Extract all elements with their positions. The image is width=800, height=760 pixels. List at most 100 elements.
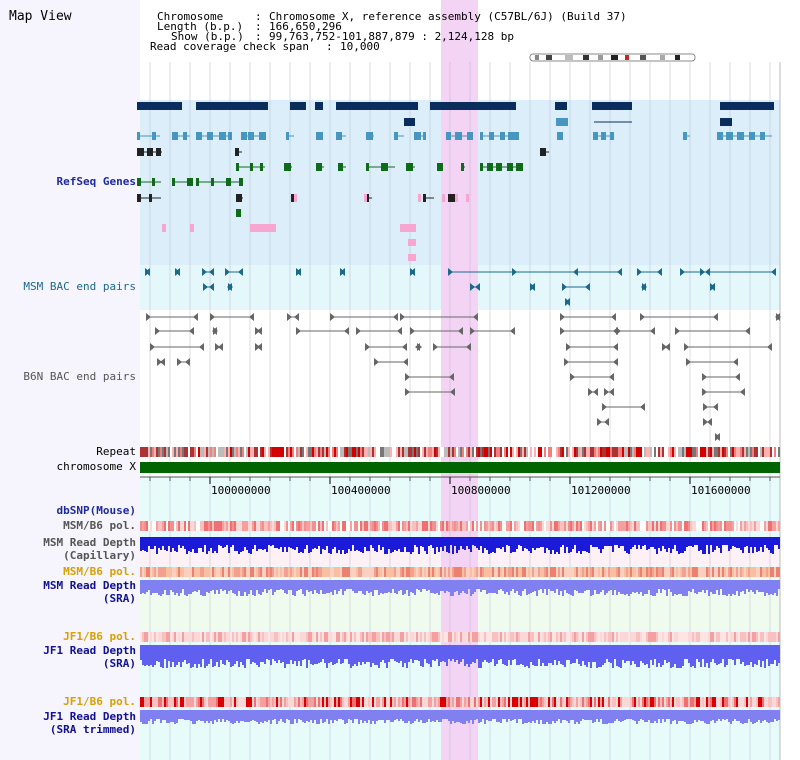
ideogram-band [546,55,552,60]
repeat-mark [218,447,220,457]
polymorphism-mark [188,697,190,707]
repeat-mark [174,447,176,457]
repeat-mark [282,447,284,457]
track-label-msm-depth-sra[interactable]: MSM Read Depth [43,579,136,592]
depth-bar [186,710,188,720]
depth-bar [414,710,416,721]
polymorphism-mark [532,567,534,577]
repeat-mark [186,447,188,457]
depth-bar [496,580,498,594]
depth-bar [632,537,634,547]
polymorphism-mark [204,567,206,577]
depth-bar [442,580,444,591]
track-label-msm-bac[interactable]: MSM BAC end pairs [23,280,136,293]
depth-bar [590,645,592,668]
track-label-jf1-depth-trim[interactable]: JF1 Read Depth [43,710,136,723]
repeat-mark [354,447,356,457]
polymorphism-mark [716,632,718,642]
depth-bar [486,537,488,550]
depth-bar [432,580,434,593]
depth-bar [542,580,544,593]
repeat-mark [690,447,692,457]
track-label-jf1-depth-sra[interactable]: JF1 Read Depth [43,644,136,657]
polymorphism-mark [304,567,306,577]
polymorphism-mark [446,632,448,642]
polymorphism-mark [740,567,742,577]
depth-bar [258,537,260,549]
depth-bar [178,645,180,662]
depth-bar [764,580,766,596]
repeat-mark [416,447,418,457]
depth-bar [614,710,616,721]
polymorphism-mark [192,632,194,642]
depth-bar [628,537,630,554]
repeat-mark [380,447,382,457]
depth-bar [176,580,178,593]
polymorphism-mark [548,521,550,531]
polymorphism-mark [720,567,722,577]
depth-bar [346,537,348,553]
polymorphism-mark [342,567,344,577]
track-label-jf1-pol-1[interactable]: JF1/B6 pol. [63,630,136,643]
track-label-jf1-pol-2[interactable]: JF1/B6 pol. [63,695,136,708]
repeat-mark [768,447,770,457]
depth-bar [428,580,430,590]
depth-bar [274,645,276,661]
depth-bar [692,710,694,723]
polymorphism-mark [172,521,174,531]
track-label-msm-pol-2[interactable]: MSM/B6 pol. [63,565,136,578]
depth-bar [688,537,690,546]
polymorphism-mark [758,697,760,707]
polymorphism-mark [478,697,480,707]
polymorphism-mark [606,567,608,577]
polymorphism-mark [646,697,648,707]
ideogram-band [535,55,539,60]
track-label-b6n-bac[interactable]: B6N BAC end pairs [23,370,136,383]
depth-bar [460,710,462,723]
depth-bar [386,710,388,720]
polymorphism-mark [490,632,492,642]
polymorphism-mark [722,632,724,642]
depth-bar [596,537,598,547]
polymorphism-mark [490,567,492,577]
polymorphism-mark [432,521,434,531]
depth-bar [476,537,478,548]
depth-bar [476,710,478,719]
polymorphism-mark [184,632,186,642]
polymorphism-mark [596,521,598,531]
depth-bar [280,645,282,663]
gene-exon [236,163,239,171]
polymorphism-mark [612,521,614,531]
depth-bar [348,645,350,664]
polymorphism-mark [580,521,582,531]
depth-bar [440,580,442,591]
depth-bar [670,645,672,668]
repeat-mark [424,447,426,457]
bac-end [735,373,740,381]
polymorphism-mark [752,567,754,577]
gene-exon [394,132,398,140]
depth-bar [746,537,748,546]
depth-bar [224,645,226,665]
repeat-mark [524,447,526,457]
depth-bar [494,645,496,666]
polymorphism-mark [764,521,766,531]
depth-bar [426,645,428,663]
depth-bar [658,580,660,589]
polymorphism-mark [428,632,430,642]
depth-bar [352,710,354,723]
depth-bar [276,537,278,548]
repeat-mark [584,447,586,457]
track-label-refseq[interactable]: RefSeq Genes [56,175,136,188]
depth-bar [750,645,752,662]
depth-bar [164,580,166,590]
polymorphism-mark [354,697,356,707]
track-label-msm-pol-1[interactable]: MSM/B6 pol. [63,519,136,532]
gene [366,102,418,110]
track-label-dbsnp[interactable]: dbSNP(Mouse) [56,504,136,517]
polymorphism-mark [458,521,460,531]
depth-bar [208,537,210,551]
track-label-msm-depth-cap[interactable]: MSM Read Depth [43,536,136,549]
polymorphism-mark [706,521,708,531]
polymorphism-mark [600,567,602,577]
